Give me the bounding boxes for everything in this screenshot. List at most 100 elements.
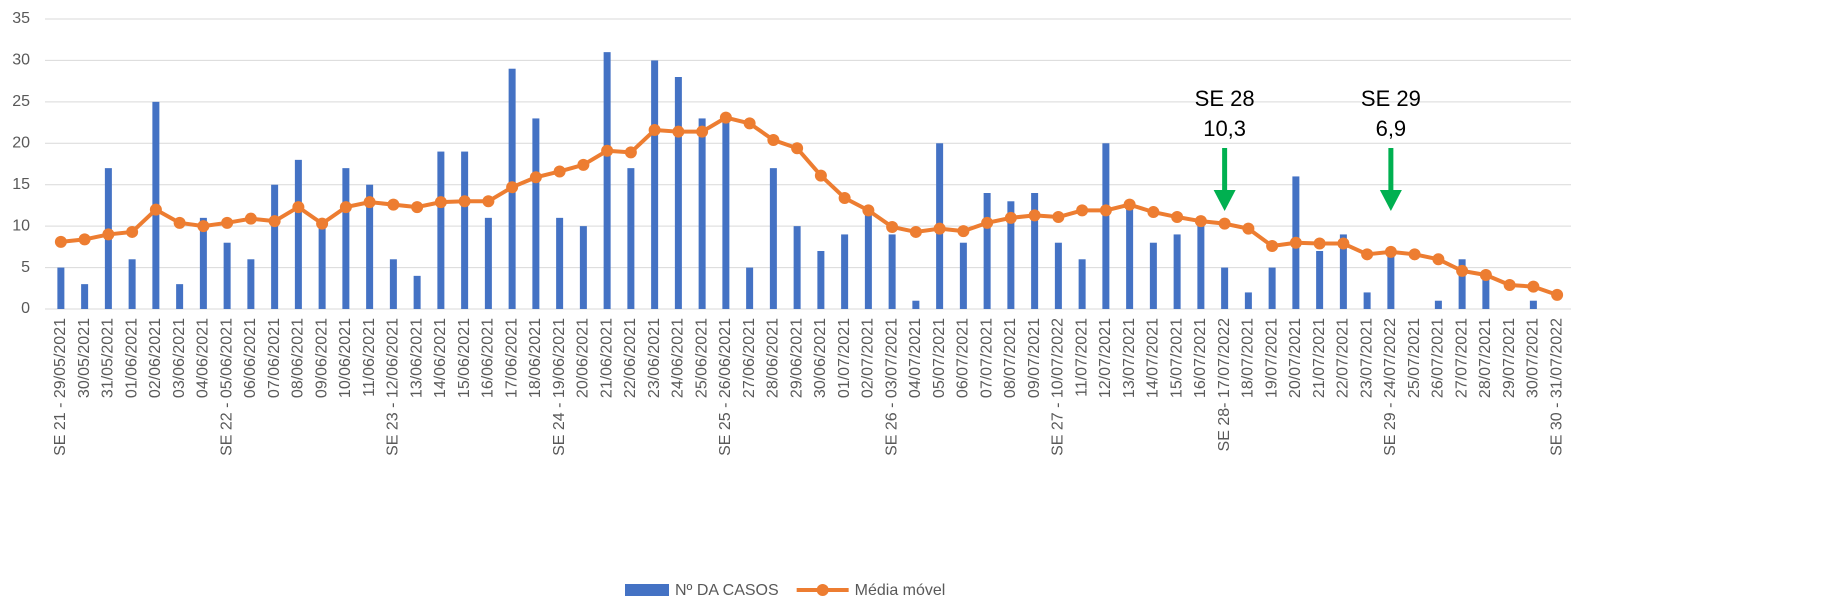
y-tick-label: 15 (12, 176, 30, 193)
x-tick-label: 06/07/2021 (955, 318, 972, 398)
bar (1458, 259, 1466, 309)
x-tick-label: SE 29 - 24/07/2022 (1382, 318, 1399, 456)
bar (1149, 242, 1157, 309)
line-marker (1147, 206, 1160, 219)
line-marker (529, 171, 542, 184)
bar (651, 60, 659, 309)
x-tick-label: 11/06/2021 (361, 318, 378, 397)
line-marker (1456, 264, 1469, 277)
line-marker (1527, 280, 1540, 293)
x-tick-label: 16/07/2021 (1192, 318, 1209, 398)
x-tick-label: 27/06/2021 (741, 318, 758, 398)
line-marker (244, 212, 257, 225)
x-tick-label: 25/07/2021 (1406, 318, 1423, 398)
line-marker (197, 220, 210, 233)
bar (579, 226, 587, 309)
line-marker (696, 125, 709, 138)
bar (1031, 193, 1039, 309)
bar (627, 168, 635, 309)
bar (1339, 234, 1347, 309)
line-marker (1384, 245, 1397, 258)
x-tick-label: 02/07/2021 (860, 318, 877, 398)
line-marker (577, 158, 590, 171)
x-tick-label: 30/05/2021 (76, 318, 93, 398)
line-marker (339, 201, 352, 214)
x-tick-label: 07/06/2021 (266, 318, 283, 398)
bar (556, 217, 564, 309)
bar (1363, 292, 1371, 309)
x-tick-label: 27/07/2021 (1453, 318, 1470, 398)
annotation-text: SE 29 (1361, 86, 1421, 111)
y-tick-label: 25 (12, 93, 30, 110)
x-tick-label: 30/06/2021 (812, 318, 829, 398)
x-tick-label: 09/06/2021 (313, 318, 330, 398)
bar (793, 226, 801, 309)
x-tick-label: 01/06/2021 (123, 318, 140, 398)
line-marker (149, 203, 162, 216)
x-tick-label: SE 24 - 19/06/2021 (551, 318, 568, 456)
bar (461, 151, 469, 309)
x-tick-label: SE 26 - 03/07/2021 (883, 318, 900, 456)
annotation-text: 6,9 (1376, 116, 1407, 141)
line-marker (909, 225, 922, 238)
line-marker (648, 124, 661, 137)
x-tick-label: 15/06/2021 (456, 318, 473, 398)
x-tick-label: 11/07/2021 (1073, 318, 1090, 397)
line-marker (1218, 217, 1231, 230)
bar (176, 284, 184, 309)
bar (199, 217, 207, 309)
bar (722, 118, 730, 309)
line-marker (933, 222, 946, 235)
x-tick-label: 04/06/2021 (195, 318, 212, 398)
line-marker (1004, 211, 1017, 224)
bar (698, 118, 706, 309)
line-marker (601, 144, 614, 157)
x-tick-label: 28/07/2021 (1477, 318, 1494, 398)
x-tick-label: SE 27 - 10/07/2022 (1050, 318, 1067, 456)
bar (271, 184, 279, 309)
bar (1482, 275, 1490, 309)
line-marker (268, 215, 281, 228)
line-marker (1313, 237, 1326, 250)
x-tick-label: 20/07/2021 (1287, 318, 1304, 398)
line-marker (1171, 211, 1184, 224)
line-marker (672, 125, 685, 138)
x-tick-label: SE 23 - 12/06/2021 (385, 318, 402, 456)
x-tick-label: 23/06/2021 (646, 318, 663, 398)
x-tick-label: 17/06/2021 (503, 318, 520, 398)
y-tick-label: 10 (12, 217, 30, 234)
line-marker (1551, 288, 1564, 301)
line-marker (814, 169, 827, 182)
bar (1102, 143, 1110, 309)
y-tick-label: 5 (21, 259, 30, 276)
line-marker (126, 225, 139, 238)
bar (888, 234, 896, 309)
x-tick-label: 29/06/2021 (788, 318, 805, 398)
x-tick-label: 09/07/2021 (1026, 318, 1043, 398)
x-tick-label: SE 21 - 29/05/2021 (52, 318, 69, 456)
x-tick-label: 22/06/2021 (622, 318, 639, 398)
x-tick-label: 15/07/2021 (1168, 318, 1185, 398)
x-tick-label: 13/07/2021 (1121, 318, 1138, 398)
bar (912, 300, 920, 309)
bar (1126, 201, 1134, 309)
bar (1268, 267, 1276, 309)
line-marker (54, 235, 67, 248)
line-marker (862, 204, 875, 217)
y-tick-label: 35 (12, 10, 30, 27)
x-tick-label: SE 22 - 05/06/2021 (218, 318, 235, 456)
x-tick-label: 16/06/2021 (480, 318, 497, 398)
bar (318, 226, 326, 309)
bar (1316, 251, 1324, 309)
line-marker (957, 225, 970, 238)
bar (532, 118, 540, 309)
line-marker (767, 133, 780, 146)
line (60, 115, 1558, 297)
x-tick-label: 20/06/2021 (575, 318, 592, 398)
line-marker (1361, 248, 1374, 261)
line-marker (1503, 278, 1516, 291)
x-tick-label: SE 25 - 26/06/2021 (717, 318, 734, 456)
x-tick-label: 28/06/2021 (765, 318, 782, 398)
bar (366, 184, 374, 309)
